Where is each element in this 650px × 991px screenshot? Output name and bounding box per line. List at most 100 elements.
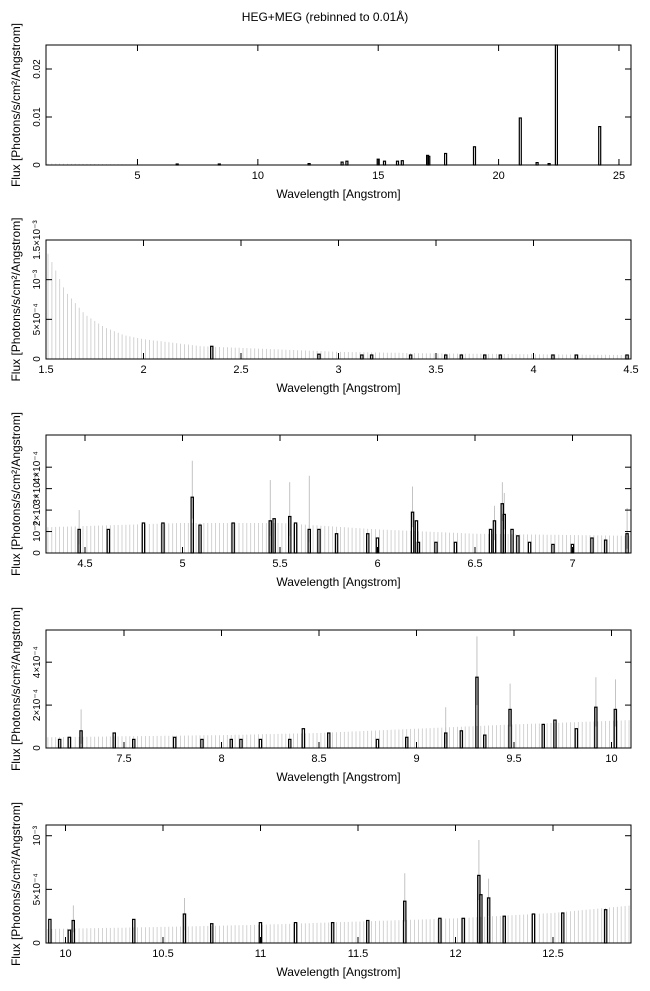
x-tick-label: 11.5 — [348, 948, 369, 960]
y-tick-label: 0.01 — [32, 107, 43, 127]
y-tick-label: 3×10⁻⁴ — [32, 473, 43, 505]
x-tick-label: 7.5 — [116, 753, 131, 765]
y-tick-label: 0 — [32, 550, 43, 556]
line-bin — [106, 528, 111, 554]
line-bin — [554, 44, 559, 166]
line-bin — [434, 541, 438, 554]
line-bin — [239, 738, 243, 749]
y-tick-label: 2×10⁻⁴ — [32, 494, 43, 526]
x-tick-label: 1.5 — [38, 364, 53, 376]
line-bin — [461, 917, 466, 944]
line-bin — [141, 522, 146, 554]
y-tick-label: 10⁻³ — [32, 269, 43, 289]
y-axis-label: Flux [Photons/s/cm²/Angstrom] — [9, 607, 23, 771]
line-bin — [531, 913, 536, 944]
line-bin — [231, 522, 235, 554]
x-tick-label: 10 — [59, 948, 71, 960]
y-tick-label: 10⁻⁴ — [32, 521, 43, 542]
y-tick-label: 5×10⁻⁴ — [32, 303, 43, 335]
x-tick-label: 12.5 — [542, 948, 563, 960]
x-tick-label: 6 — [374, 558, 380, 570]
x-tick-label: 5 — [134, 170, 140, 182]
line-bin — [375, 738, 380, 749]
x-tick-label: 8 — [218, 753, 224, 765]
line-bin — [574, 354, 579, 360]
line-bin — [438, 917, 442, 944]
y-tick-label: 0.02 — [32, 59, 43, 79]
x-tick-label: 5.5 — [272, 558, 287, 570]
line-bin — [360, 354, 364, 360]
line-bin — [472, 146, 477, 166]
x-axis-label: Wavelength [Angstrom] — [276, 381, 400, 395]
x-tick-label: 25 — [613, 170, 625, 182]
line-bin — [200, 738, 204, 749]
x-tick-label: 4.5 — [77, 558, 92, 570]
spectrum-panel-5: 10 10.5 11 11.5 12 12.5 0 5×10⁻⁴ 10⁻³ Wavelength … — [9, 802, 632, 979]
y-axis-label: Flux [Photons/s/cm²/Angstrom] — [9, 217, 23, 381]
x-axis-label: Wavelength [Angstrom] — [276, 575, 400, 589]
y-tick-label: 10⁻³ — [32, 825, 43, 845]
x-tick-label: 8.5 — [311, 753, 326, 765]
line-bin — [161, 522, 165, 554]
spectrum-panel-1: 5 10 15 20 25 0 0.01 0.02 Wavelength [Angstrom] F… — [9, 23, 632, 201]
x-tick-label: 4 — [530, 364, 536, 376]
x-tick-label: 20 — [492, 170, 504, 182]
line-bin — [625, 354, 629, 360]
line-bin — [395, 160, 400, 166]
x-tick-label: 4.5 — [623, 364, 638, 376]
line-bin — [574, 728, 579, 749]
x-tick-label: 12 — [449, 948, 461, 960]
x-tick-label: 3 — [335, 364, 341, 376]
axes-frame — [45, 629, 632, 749]
spectrum-panel-3: 4.5 5 5.5 6 6.5 7 0 10⁻⁴2×10⁻⁴3×10⁻⁴4×10⁻⁴ Wavel… — [9, 412, 632, 589]
y-tick-label: 2×10⁻⁴ — [32, 689, 43, 721]
line-bin — [382, 160, 387, 166]
x-tick-label: 6.5 — [467, 558, 482, 570]
spectrum-panel-4: 7.5 8 8.5 9 9.5 10 0 2×10⁻⁴ 4×10⁻⁴ Wavelength [An… — [9, 607, 632, 784]
line-bin — [301, 728, 306, 749]
y-tick-label: 4×10⁻⁴ — [32, 451, 43, 483]
y-axis-label: Flux [Photons/s/cm²/Angstrom] — [9, 23, 23, 187]
line-bin — [400, 160, 404, 166]
x-tick-label: 7 — [569, 558, 575, 570]
line-bin — [293, 921, 298, 944]
line-bin — [488, 528, 493, 554]
line-bin — [444, 152, 448, 166]
line-bin — [48, 918, 52, 944]
line-bin — [516, 535, 520, 554]
line-bin — [527, 541, 532, 554]
line-bin — [551, 354, 555, 360]
line-bin — [453, 541, 458, 554]
y-tick-label: 0 — [32, 745, 43, 751]
x-axis-label: Wavelength [Angstrom] — [276, 187, 400, 201]
x-axis-label: Wavelength [Angstrom] — [276, 770, 400, 784]
line-bin — [317, 528, 321, 554]
x-tick-label: 2.5 — [233, 364, 248, 376]
y-axis-label: Flux [Photons/s/cm²/Angstrom] — [9, 802, 23, 966]
line-bin — [345, 160, 349, 166]
line-bin — [551, 543, 555, 554]
x-tick-label: 10.5 — [152, 948, 173, 960]
x-tick-label: 5 — [179, 558, 185, 570]
line-bin — [293, 522, 298, 554]
line-bin — [258, 738, 263, 749]
line-bin — [67, 929, 72, 944]
page-title: HEG+MEG (rebinned to 0.01Å) — [241, 10, 409, 24]
x-tick-label: 9.5 — [506, 753, 521, 765]
x-tick-label: 15 — [372, 170, 384, 182]
x-tick-label: 2 — [140, 364, 146, 376]
x-tick-label: 9 — [413, 753, 419, 765]
spectrum-panel-2: 1.5 2 2.5 3 3.5 4 4.5 0 5×10⁻⁴ 10⁻³ 1.5×10⁻³ Wavele… — [9, 217, 639, 395]
x-axis-label: Wavelength [Angstrom] — [276, 965, 400, 979]
axes-frame — [45, 44, 632, 166]
y-tick-label: 0 — [32, 356, 43, 362]
line-bin — [67, 736, 72, 749]
y-tick-label: 5×10⁻⁴ — [32, 873, 43, 905]
x-tick-label: 11 — [255, 948, 266, 960]
y-tick-label: 0 — [32, 162, 43, 168]
y-tick-label: 1.5×10⁻³ — [32, 220, 43, 260]
axes-frame — [45, 824, 632, 944]
y-tick-label: 0 — [32, 940, 43, 946]
y-axis-label: Flux [Photons/s/cm²/Angstrom] — [9, 412, 23, 576]
